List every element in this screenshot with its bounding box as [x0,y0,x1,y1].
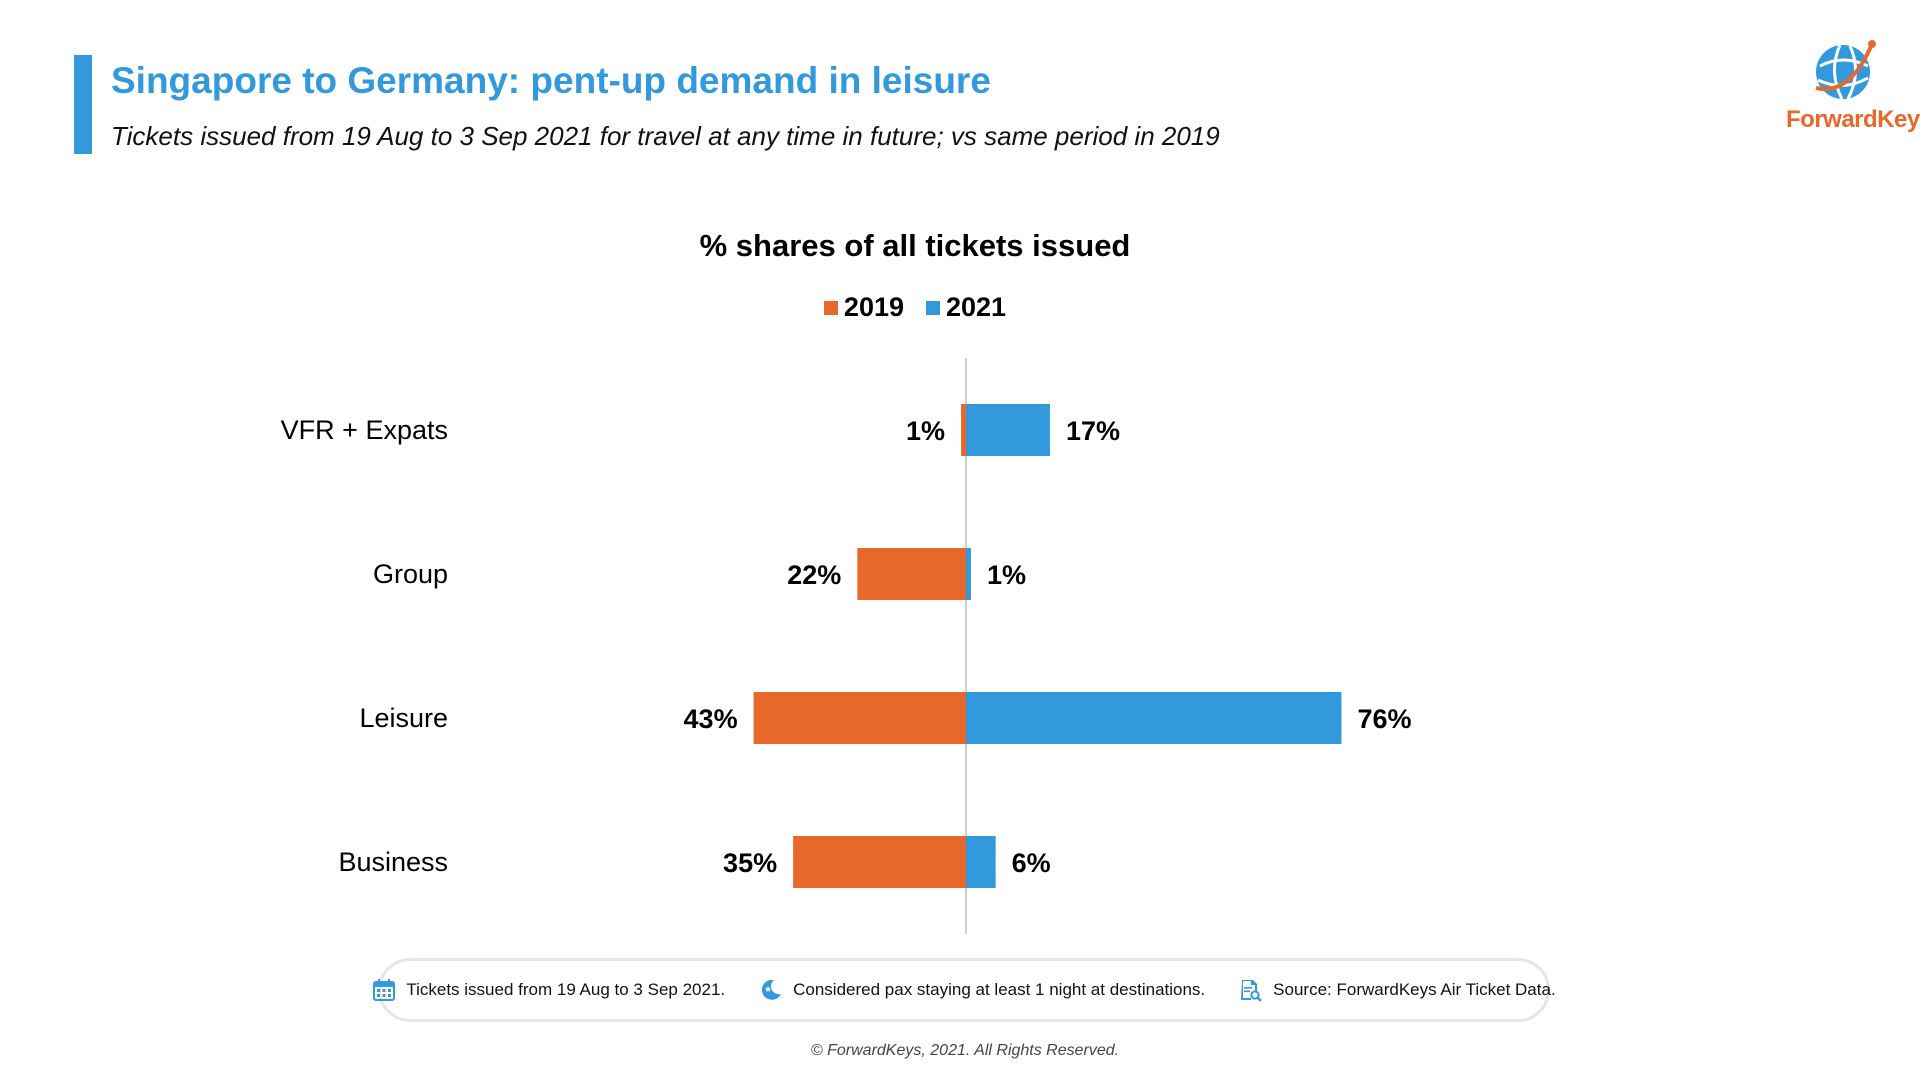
data-label-2021-leisure: 76% [1357,704,1411,734]
calendar-icon [373,979,396,1001]
bar-2019-group [857,548,966,600]
document-search-icon [1241,980,1263,1002]
legend-swatch-2021 [926,300,940,315]
chart-legend: 2019 2021 [0,292,1830,323]
chart-plot: VFR + Expats 1% 17% Group 22% 1% Leisure 43% 76%… [281,358,1411,934]
legend-label-2019: 2019 [843,292,904,322]
legend-item-2019: 2019 [823,292,904,323]
data-label-2021-vfr-expats: 17% [1066,416,1120,446]
category-label-vfr-expats: VFR + Expats [281,415,448,445]
title-accent-bar [74,55,92,154]
data-label-2019-business: 35% [723,848,777,878]
category-label-leisure: Leisure [359,703,448,733]
bar-2019-business [793,836,966,888]
footer-note-stay-text: Considered pax staying at least 1 night … [793,980,1206,999]
category-label-group: Group [373,559,448,589]
footer-note-stay: Considered pax staying at least 1 night … [759,978,1205,1002]
legend-swatch-2019 [823,300,838,315]
forwardkeys-logo: ForwardKeys [1786,36,1920,146]
bar-2021-group [966,548,971,600]
globe-icon [1815,40,1876,100]
bar-2019-leisure [753,692,966,744]
data-label-2019-group: 22% [787,560,841,590]
footer-note-source: Source: ForwardKeys Air Ticket Data. [1239,978,1556,1002]
moon-icon [762,979,782,1000]
category-label-business: Business [338,847,448,877]
data-label-2021-group: 1% [987,560,1026,590]
copyright: © ForwardKeys, 2021. All Rights Reserved… [810,1042,1120,1059]
data-label-2021-business: 6% [1012,848,1051,878]
footer-note-dates: Tickets issued from 19 Aug to 3 Sep 2021… [372,978,725,1002]
data-label-2019-leisure: 43% [684,704,738,734]
page-subtitle: Tickets issued from 19 Aug to 3 Sep 2021… [111,121,1220,151]
page-title: Singapore to Germany: pent-up demand in … [111,60,991,101]
footer-note-dates-text: Tickets issued from 19 Aug to 3 Sep 2021… [406,980,726,999]
bar-2019-vfr-expats [961,404,966,456]
bar-2021-vfr-expats [966,404,1050,456]
legend-item-2021: 2021 [926,292,1006,323]
logo-wordmark: ForwardKeys [1786,106,1920,133]
data-label-2019-vfr-expats: 1% [906,416,945,446]
legend-label-2021: 2021 [946,292,1007,322]
bar-2021-business [966,836,996,888]
footer-notes: Tickets issued from 19 Aug to 3 Sep 2021… [373,958,1556,1022]
footer-note-source-text: Source: ForwardKeys Air Ticket Data. [1273,980,1556,999]
bar-2021-leisure [966,692,1342,744]
chart-title: % shares of all tickets issued [699,228,1131,263]
